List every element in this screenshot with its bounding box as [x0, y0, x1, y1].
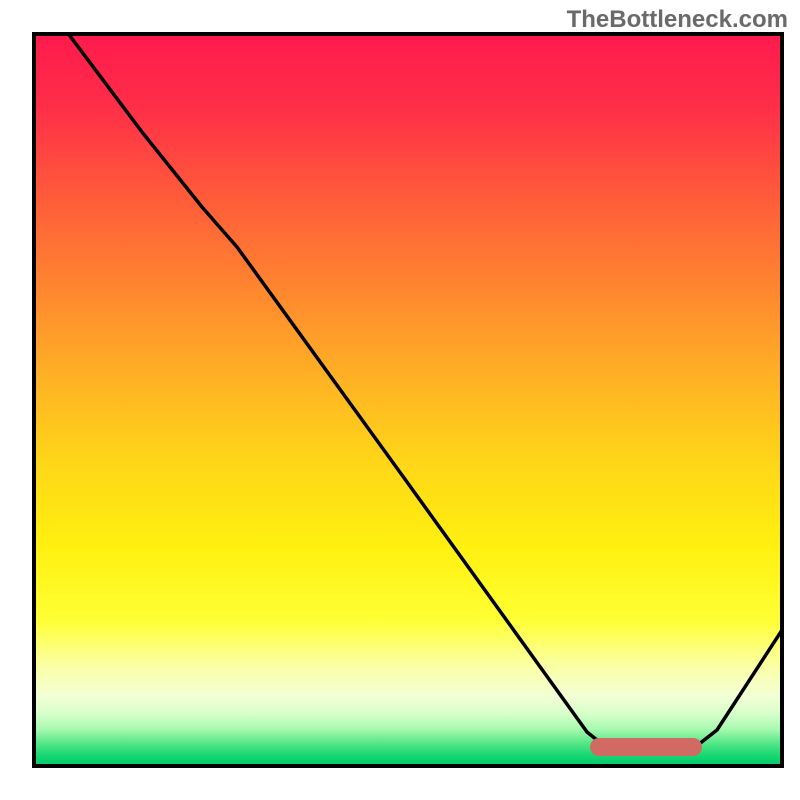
- chart-container: TheBottleneck.com: [0, 0, 800, 800]
- optimal-range-marker: [590, 738, 702, 756]
- gradient-background: [34, 34, 782, 766]
- chart-svg: [0, 0, 800, 800]
